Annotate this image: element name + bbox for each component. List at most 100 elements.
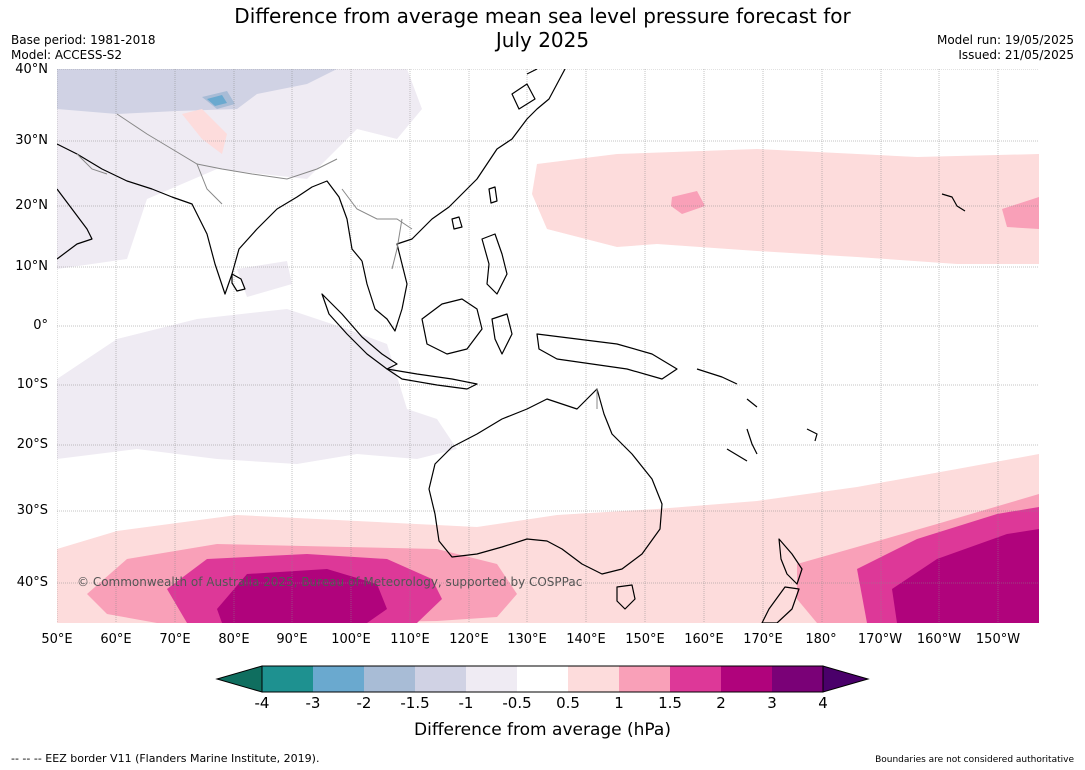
colorbar-cells [215,665,870,693]
coast-australia [428,388,663,575]
colorbar-cell [415,666,466,692]
anomaly-region-plus-2-southern-east [892,529,1039,623]
colorbar-cell [772,666,823,692]
colorbar-tick: 0.5 [556,694,580,712]
colorbar-cell [670,666,721,692]
lon-label-70e: 70°E [159,632,191,647]
colorbar-extend-low [215,665,263,693]
colorbar-tick: 1 [614,694,624,712]
lon-label-150w: 150°W [975,632,1021,647]
colorbar-cell [619,666,670,692]
colorbar-tick: 2 [716,694,726,712]
lat-label-30n: 30°N [15,133,48,148]
coast-borneo [421,298,483,355]
coast-new-guinea [536,333,678,380]
anomaly-region-plus-1-north-pacific-west [671,191,705,214]
lon-label-110e: 110°E [390,632,430,647]
anomaly-region-minus-2 [207,95,227,106]
colorbar [215,665,870,693]
lon-label-90e: 90°E [276,632,308,647]
coast-solomons [696,368,758,408]
lon-label-80e: 80°E [218,632,250,647]
coast-java [386,368,478,390]
lon-label-170w: 170°W [857,632,903,647]
colorbar-cell [721,666,772,692]
colorbar-tick: -2 [356,694,372,712]
lat-label-20n: 20°N [15,198,48,213]
coast-hainan [451,216,463,230]
lon-label-180: 180° [805,632,837,647]
model-name: Model: ACCESS-S2 [11,48,123,62]
coast-japan [511,69,538,110]
colorbar-extend-high [822,665,870,693]
base-period: Base period: 1981-2018 [11,33,156,47]
coast-tasmania [616,584,636,610]
model-run: Model run: 19/05/2025 [936,33,1074,47]
colorbar-tick: -4 [254,694,270,712]
coast-fiji [806,428,818,442]
colorbar-outline [261,665,824,693]
colorbar-label: Difference from average (hPa) [414,720,671,740]
colorbar-tick: 1.5 [658,694,682,712]
anomaly-region-minus-1 [57,69,337,114]
title-line-1: Difference from average mean sea level p… [234,4,851,28]
gridlines [57,69,1039,623]
anomaly-region-minus-0-5-indian-ocean [57,309,457,464]
colorbar-cell [568,666,619,692]
lon-label-150e: 150°E [625,632,665,647]
colorbar-tick: 4 [818,694,828,712]
coastlines [57,69,966,623]
lon-label-160w: 160°W [916,632,962,647]
anomaly-region-minus-0-5-arabian-sea [237,261,292,297]
colorbar-cell [517,666,568,692]
colorbar-tick: -1.5 [400,694,430,712]
lat-label-10n: 10°N [15,259,48,274]
lat-label-30s: 30°S [16,503,48,518]
colorbar-tick: -0.5 [502,694,532,712]
lon-label-140e: 140°E [566,632,606,647]
coast-vanuatu [746,428,758,455]
anomaly-region-plus-0-5-himalaya [182,109,227,154]
coast-nz-south [761,586,800,623]
coast-sri-lanka [231,273,246,292]
lat-label-0: 0° [33,318,48,333]
map-copyright: © Commonwealth of Australia 2025, Bureau… [77,575,583,589]
coast-hawaii [941,193,966,212]
colorbar-tick: -3 [305,694,321,712]
colorbar-cell [313,666,364,692]
colorbar-tick: 3 [767,694,777,712]
anomaly-region-plus-1-north-pacific-east [1002,197,1039,229]
coast-nz-north [778,538,803,585]
lon-label-60e: 60°E [100,632,132,647]
lon-label-160e: 160°E [684,632,724,647]
anomaly-region-plus-0-5-north-pacific [532,149,1039,264]
title-line-2: July 2025 [495,28,590,52]
coast-sulawesi [491,313,513,355]
colorbar-tick: -1 [458,694,474,712]
issued-date: Issued: 21/05/2025 [958,48,1074,62]
lon-label-130e: 130°E [507,632,547,647]
lat-label-40n: 40°N [15,62,48,77]
lat-label-20s: 20°S [16,437,48,452]
pressure-anomaly-map [57,69,1039,623]
lat-label-40s: 40°S [16,575,48,590]
lon-label-50e: 50°E [41,632,73,647]
coast-new-caledonia [726,448,748,462]
meta-right: Model run: 19/05/2025 Issued: 21/05/2025 [937,33,1074,63]
national-borders [76,113,598,409]
meta-left: Base period: 1981-2018 Model: ACCESS-S2 [11,33,156,63]
boundaries-note: Boundaries are not considered authoritat… [875,755,1074,765]
coast-sumatra [321,293,398,370]
lon-label-120e: 120°E [449,632,489,647]
coast-se-asia [361,69,566,332]
colorbar-cell [466,666,517,692]
lat-label-10s: 10°S [16,377,48,392]
coast-taiwan [488,186,498,204]
colorbar-cell [262,666,313,692]
lon-label-170e: 170°E [743,632,783,647]
coast-arabia [57,188,93,260]
lon-label-100e: 100°E [331,632,371,647]
coast-philippines [481,233,508,295]
anomaly-region-minus-0-5 [57,69,422,269]
eez-note: -- -- -- EEZ border V11 (Flanders Marine… [11,752,320,765]
